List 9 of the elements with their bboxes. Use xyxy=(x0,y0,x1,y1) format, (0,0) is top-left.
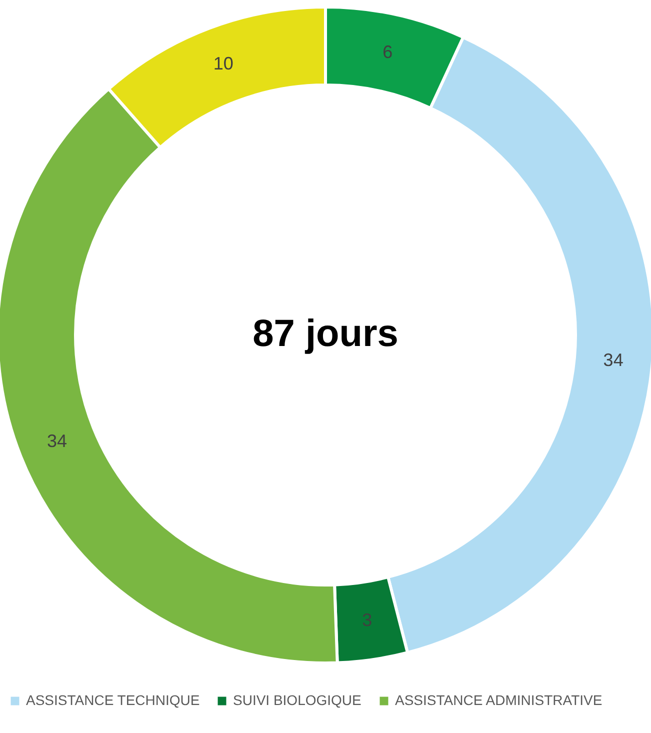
legend-label: SUIVI BIOLOGIQUE xyxy=(233,692,362,708)
data-label: 34 xyxy=(603,350,624,370)
data-label: 3 xyxy=(362,610,372,630)
text: 87 jours xyxy=(252,313,398,355)
data-label: 34 xyxy=(47,430,68,451)
legend-label: ASSISTANCE ADMINISTRATIVE xyxy=(395,692,602,708)
data-label: 10 xyxy=(213,54,234,74)
data-label: 6 xyxy=(382,42,393,62)
legend-label: ASSISTANCE TECHNIQUE xyxy=(26,692,200,708)
